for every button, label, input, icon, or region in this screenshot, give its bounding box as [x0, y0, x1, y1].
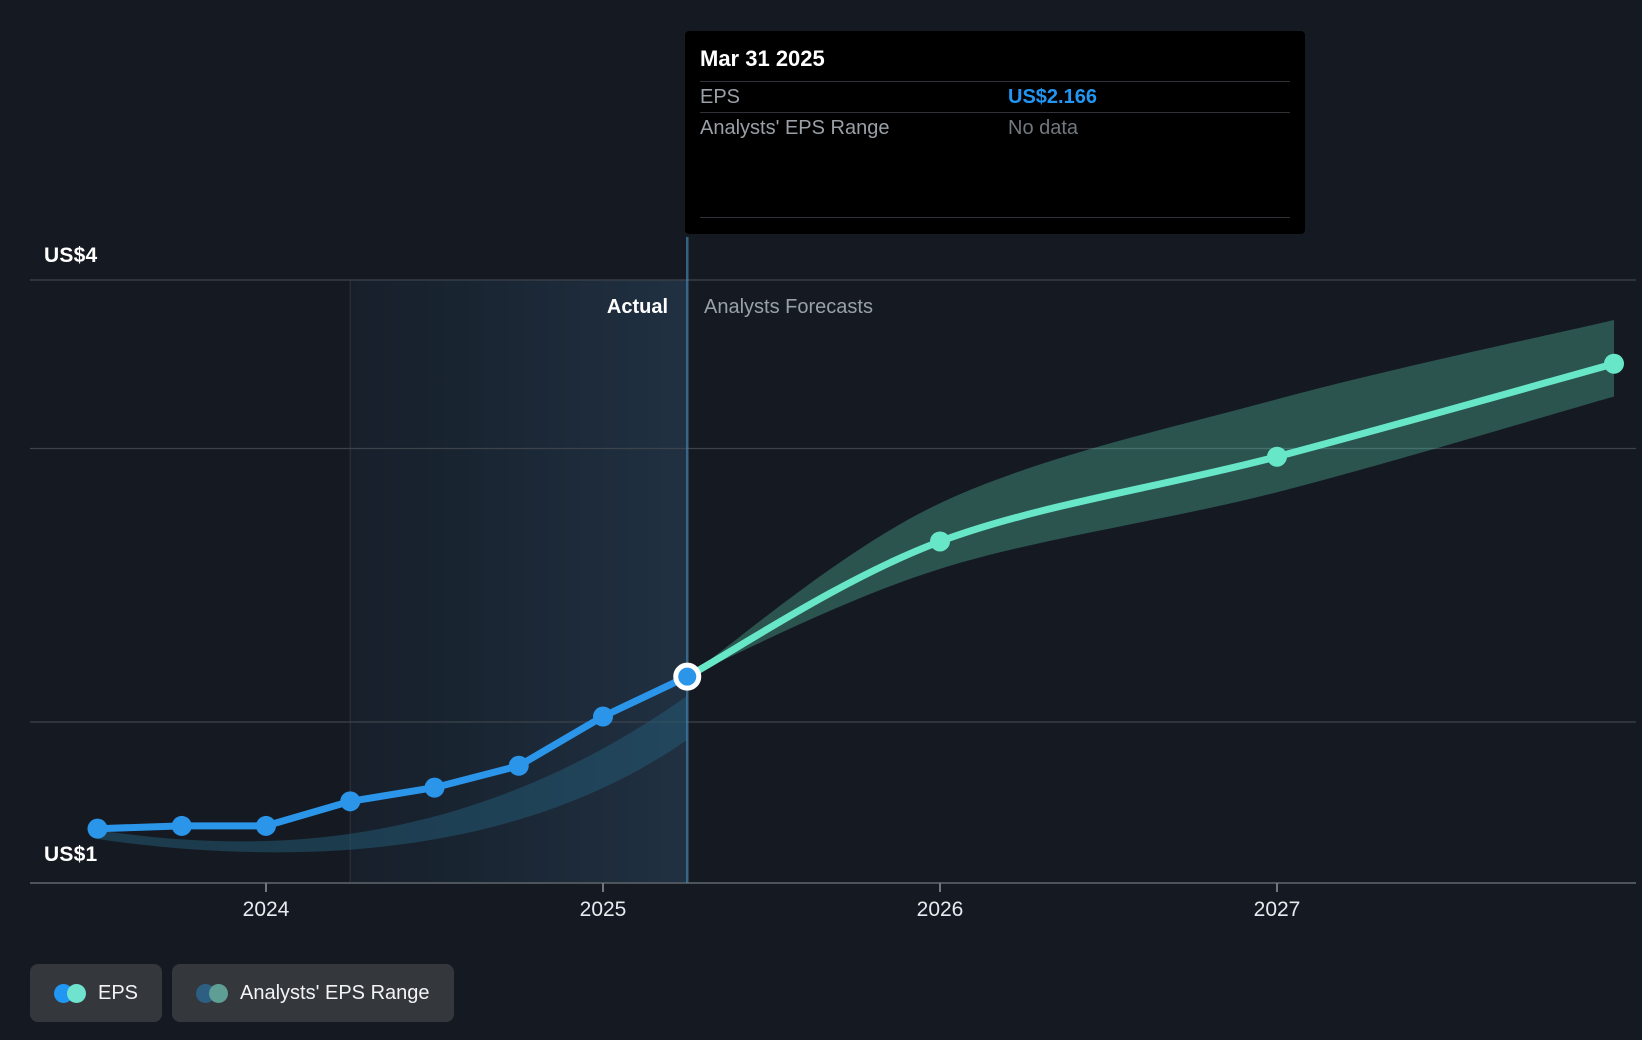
tooltip-range-label: Analysts' EPS Range [700, 117, 890, 139]
tooltip-range-row: Analysts' EPS Range No data [700, 113, 1290, 144]
x-axis-label-2027: 2027 [1253, 898, 1301, 921]
tooltip-spacer [700, 144, 1290, 218]
eps-data-point[interactable] [171, 815, 192, 836]
recent-period-highlight [349, 280, 688, 883]
eps-data-point[interactable] [593, 706, 613, 727]
eps-data-point[interactable] [424, 777, 445, 798]
forecast-band-shape [687, 319, 1614, 677]
highlight-rect [350, 280, 688, 883]
current-eps-point[interactable] [673, 662, 702, 691]
range-legend-icon [196, 983, 229, 1003]
y-axis-label-bottom: US$1 [44, 843, 98, 866]
eps-teal-dot-icon [67, 983, 86, 1003]
eps-data-point[interactable] [340, 791, 361, 812]
series-lines [94, 360, 1618, 833]
legend-label-eps: EPS [98, 981, 139, 1004]
eps-data-point[interactable] [87, 818, 108, 839]
eps-data-point[interactable] [508, 755, 529, 776]
eps-forecast-line [683, 360, 1618, 681]
range-teal-dot-icon [209, 983, 229, 1003]
eps-legend-icon [54, 983, 86, 1003]
history-band-shape [97, 696, 687, 853]
legend-label-analysts-eps-range: Analysts' EPS Range [240, 981, 430, 1004]
eps-data-point[interactable] [256, 815, 276, 836]
tooltip-range-value: No data [1008, 117, 1079, 139]
x-axis-label-2025: 2025 [579, 898, 627, 921]
eps-actual-line [94, 673, 691, 833]
tooltip-date-title: Mar 31 2025 [700, 31, 1290, 82]
x-axis-label-2024: 2024 [242, 898, 290, 921]
series-points [87, 353, 1624, 839]
analysts-eps-range-band [687, 319, 1614, 677]
actual-section-label: Actual [606, 296, 668, 318]
tooltip-eps-row: EPS US$2.166 [700, 82, 1290, 113]
historical-range-band [97, 696, 687, 853]
chart-tooltip: Mar 31 2025 EPS US$2.166 Analysts' EPS R… [685, 31, 1305, 234]
legend-button-eps[interactable]: EPS [30, 964, 163, 1022]
chart-legend: EPS Analysts' EPS Range [30, 964, 454, 1022]
tooltip-eps-value: US$2.166 [1008, 85, 1097, 108]
x-axis-label-2026: 2026 [916, 898, 964, 921]
forecast-data-point[interactable] [1267, 446, 1287, 467]
forecast-data-point[interactable] [930, 531, 950, 552]
y-axis-label-top: US$4 [44, 244, 98, 267]
gridlines [30, 279, 1636, 892]
legend-button-analysts-eps-range[interactable]: Analysts' EPS Range [172, 964, 454, 1022]
tooltip-eps-label: EPS [700, 85, 741, 108]
forecasts-section-label: Analysts Forecasts [704, 296, 873, 318]
forecast-data-point[interactable] [1604, 353, 1624, 374]
